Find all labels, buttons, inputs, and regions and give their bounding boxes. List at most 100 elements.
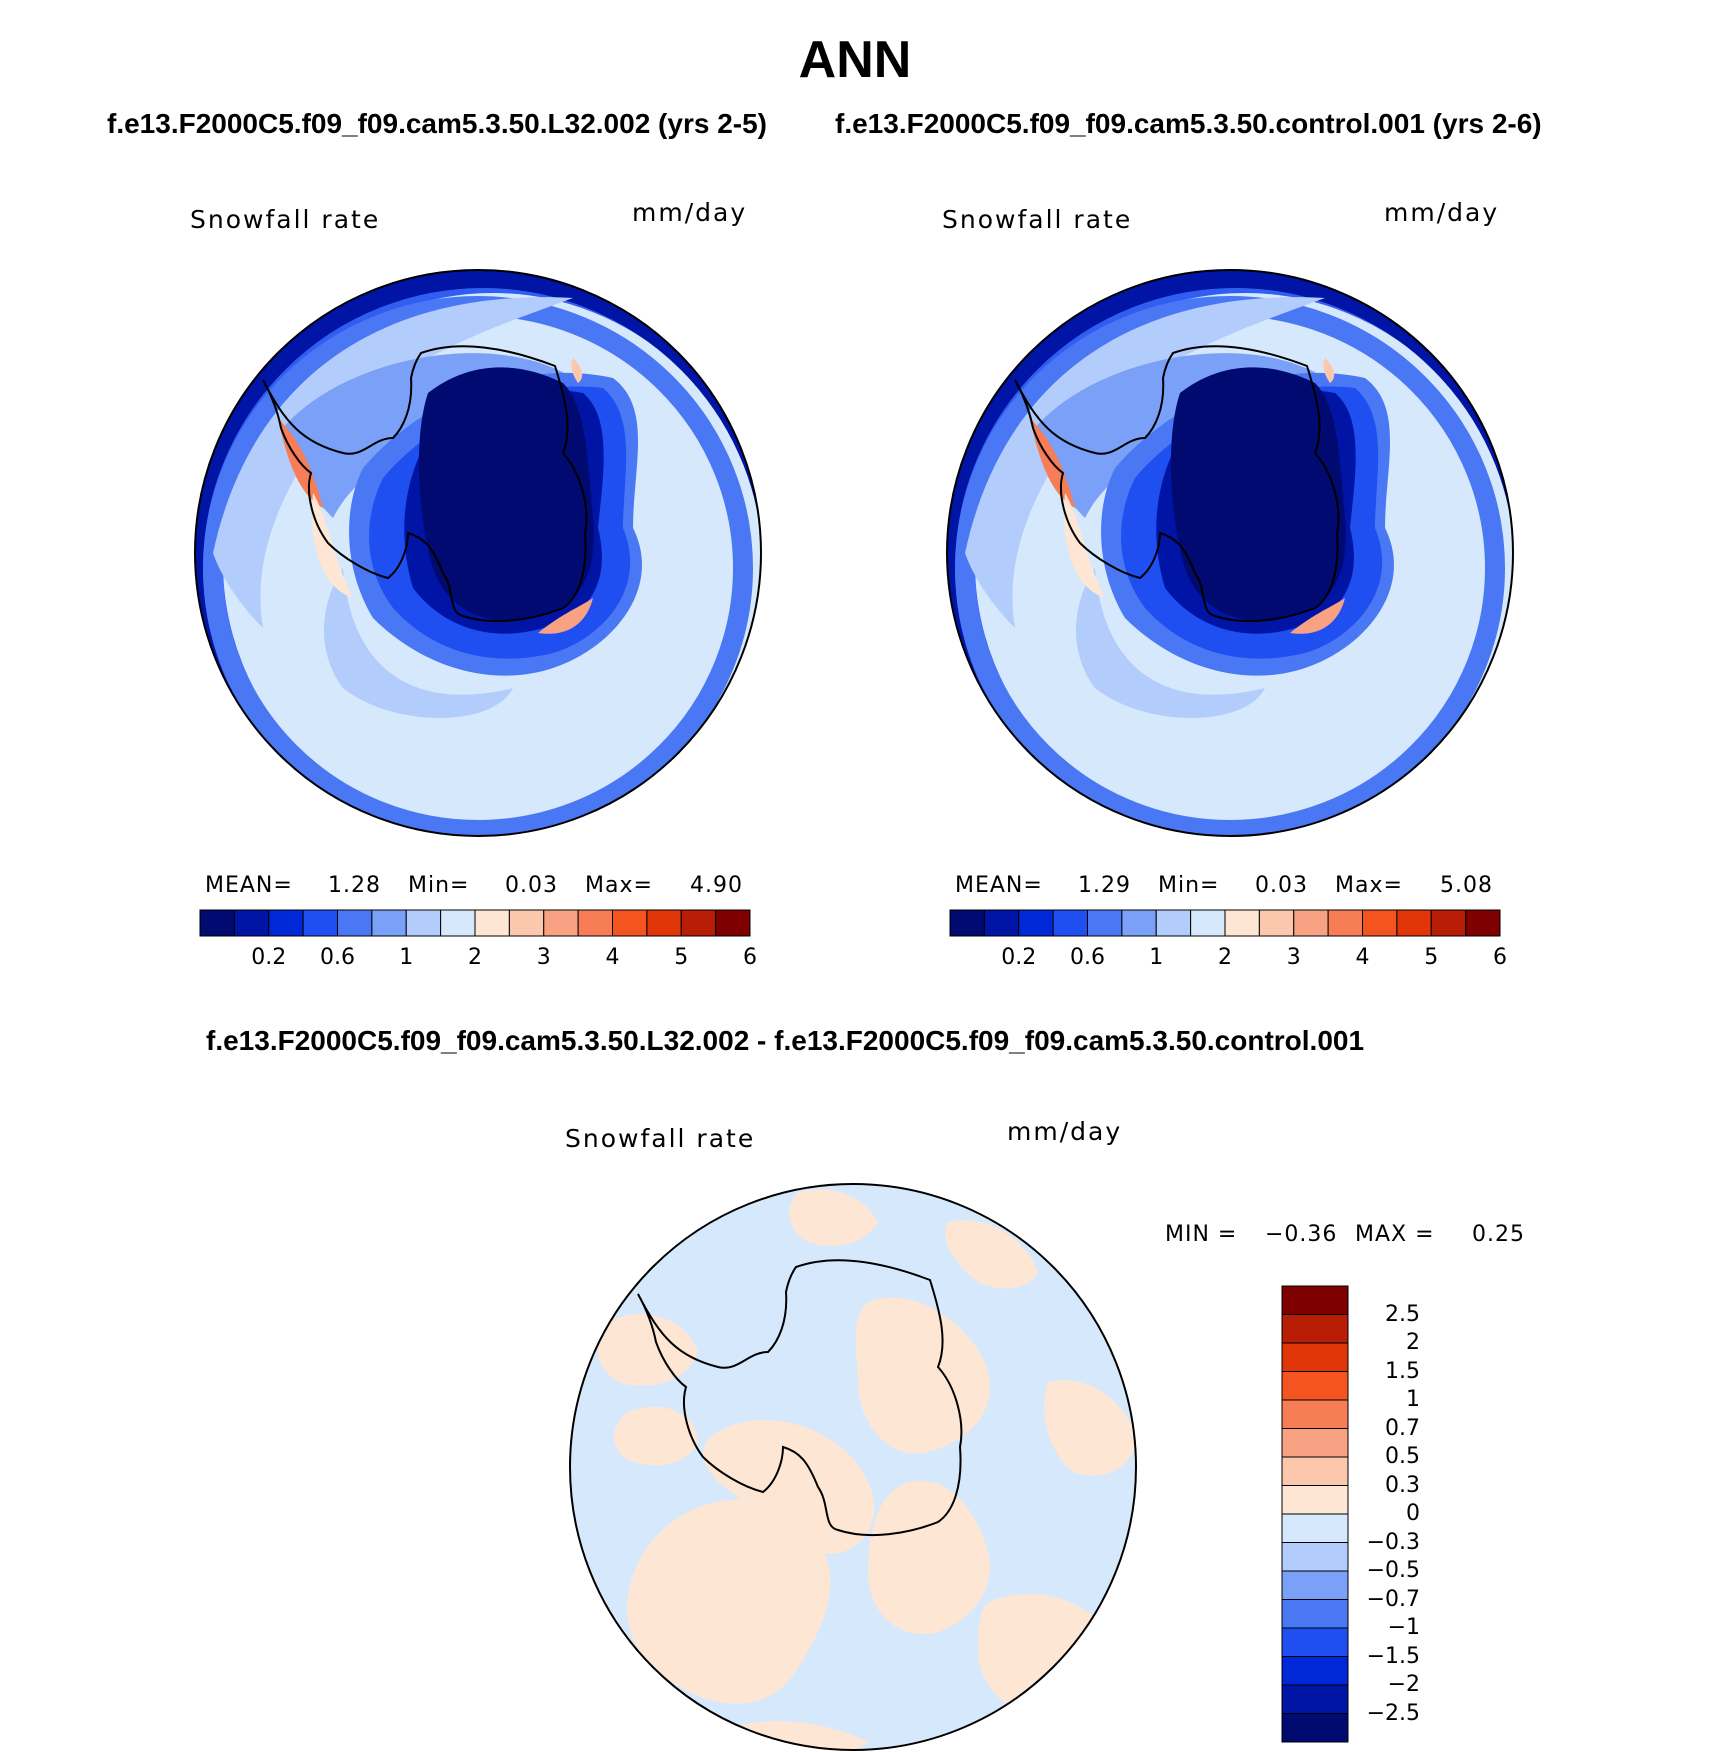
colorbar-tick-label: 1 [399,945,414,970]
colorbar-swatch [1018,909,1054,937]
colorbar-swatch [1281,1285,1349,1315]
colorbar-swatch [1281,1656,1349,1686]
left-max-value: 4.90 [690,873,743,898]
colorbar-swatch [371,909,407,937]
colorbar-tick-label: 0.6 [1070,945,1105,970]
colorbar-tick-label: 1 [1406,1387,1420,1412]
right-max-value: 5.08 [1440,873,1493,898]
colorbar-swatch [1281,1570,1349,1600]
left-max-label: Max= [585,873,653,898]
right-min-label: Min= [1158,873,1220,898]
left-min-label: Min= [408,873,470,898]
colorbar-swatch [1258,909,1295,937]
colorbar-swatch [1281,1599,1349,1629]
colorbar-swatch [1281,1428,1349,1458]
colorbar-swatch [1465,909,1501,937]
colorbar-tick-label: −0.5 [1366,1558,1420,1583]
colorbar-swatch [1327,909,1363,937]
diff-colorbar [1281,1285,1349,1743]
colorbar-swatch [1430,909,1467,937]
colorbar-swatch [405,909,442,937]
colorbar-tick-label: 4 [605,945,620,970]
right-map [946,269,1514,837]
colorbar-swatch [543,909,579,937]
colorbar-tick-label: 2 [1406,1330,1420,1355]
colorbar-swatch [337,909,373,937]
right-variable-label: Snowfall rate [942,205,1133,234]
colorbar-tick-label: 3 [536,945,551,970]
colorbar-tick-label: 1 [1149,945,1164,970]
colorbar-swatch [508,909,545,937]
colorbar-swatch [1281,1456,1349,1486]
right-max-label: Max= [1335,873,1403,898]
right-mean-value: 1.29 [1078,873,1131,898]
colorbar-swatch [1052,909,1088,937]
colorbar-swatch [1362,909,1398,937]
right-min-value: 0.03 [1255,873,1308,898]
colorbar-swatch [1293,909,1329,937]
colorbar-swatch [949,909,985,937]
colorbar-swatch [646,909,682,937]
right-case-title: f.e13.F2000C5.f09_f09.cam5.3.50.control.… [835,108,1542,139]
colorbar-swatch [1281,1314,1349,1344]
figure-title: ANN [798,31,912,89]
colorbar-swatch [1281,1713,1349,1743]
colorbar-tick-label: 2 [1218,945,1232,970]
colorbar-swatch [1155,909,1192,937]
diff-case-title: f.e13.F2000C5.f09_f09.cam5.3.50.L32.002 … [206,1025,1365,1056]
colorbar-swatch [715,909,751,937]
colorbar-swatch [577,909,613,937]
colorbar-swatch [1281,1485,1349,1515]
colorbar-swatch [1281,1513,1349,1543]
left-case-title: f.e13.F2000C5.f09_f09.cam5.3.50.L32.002 … [107,108,767,139]
diff-min-value: −0.36 [1265,1222,1338,1247]
colorbar-swatch [1281,1399,1349,1429]
colorbar-swatch [474,909,510,937]
colorbar-tick-label: −2 [1387,1672,1420,1697]
colorbar-swatch [302,909,338,937]
left-colorbar-ticks: 0.2 0.6 1 2 3 4 5 6 [200,945,757,975]
left-map [194,269,762,837]
colorbar-swatch [680,909,717,937]
left-mean-value: 1.28 [328,873,381,898]
colorbar-swatch [1281,1684,1349,1714]
colorbar-tick-label: −0.3 [1366,1529,1420,1555]
right-colorbar-ticks: 0.2 0.6 1 2 3 4 5 6 [950,945,1507,975]
diff-max-label: MAX = [1355,1222,1435,1247]
colorbar-tick-label: 0.6 [320,945,355,970]
diff-colorbar-ticks: 2.5 2 1.5 1 0.7 0.5 0.3 0 −0.3 −0.5 −0.7 −1 −1.5 −2 −2… [1356,1286,1476,1742]
left-colorbar [199,909,751,937]
colorbar-tick-label: 0.3 [1385,1472,1420,1498]
diff-max-value: 0.25 [1472,1222,1525,1247]
colorbar-tick-label: 1.5 [1385,1358,1420,1384]
colorbar-swatch [440,909,476,937]
colorbar-swatch [1121,909,1157,937]
colorbar-swatch [1281,1342,1349,1372]
colorbar-tick-label: −0.7 [1366,1586,1420,1612]
colorbar-tick-label: 0.5 [1385,1444,1420,1469]
colorbar-tick-label: 0.2 [251,945,287,970]
colorbar-tick-label: −1 [1387,1615,1420,1640]
colorbar-swatch [1396,909,1432,937]
colorbar-tick-label: 5 [674,945,689,970]
left-min-value: 0.03 [505,873,558,898]
left-variable-label: Snowfall rate [190,205,381,234]
left-mean-label: MEAN= [205,873,293,898]
colorbar-swatch [1087,909,1123,937]
colorbar-swatch [612,909,648,937]
left-units-label: mm/day [632,198,748,227]
colorbar-tick-label: −1.5 [1366,1643,1420,1669]
colorbar-swatch [1190,909,1226,937]
diff-map [569,1183,1137,1751]
colorbar-tick-label: 6 [1493,945,1507,970]
colorbar-tick-label: 0 [1406,1501,1420,1526]
colorbar-swatch [1281,1627,1349,1657]
right-units-label: mm/day [1384,198,1500,227]
diff-variable-label: Snowfall rate [565,1124,756,1153]
colorbar-swatch [983,909,1020,937]
colorbar-tick-label: 0.2 [1001,945,1037,970]
diff-units-label: mm/day [1007,1117,1123,1146]
right-colorbar [949,909,1501,937]
colorbar-swatch [199,909,235,937]
diff-min-label: MIN = [1165,1222,1238,1247]
